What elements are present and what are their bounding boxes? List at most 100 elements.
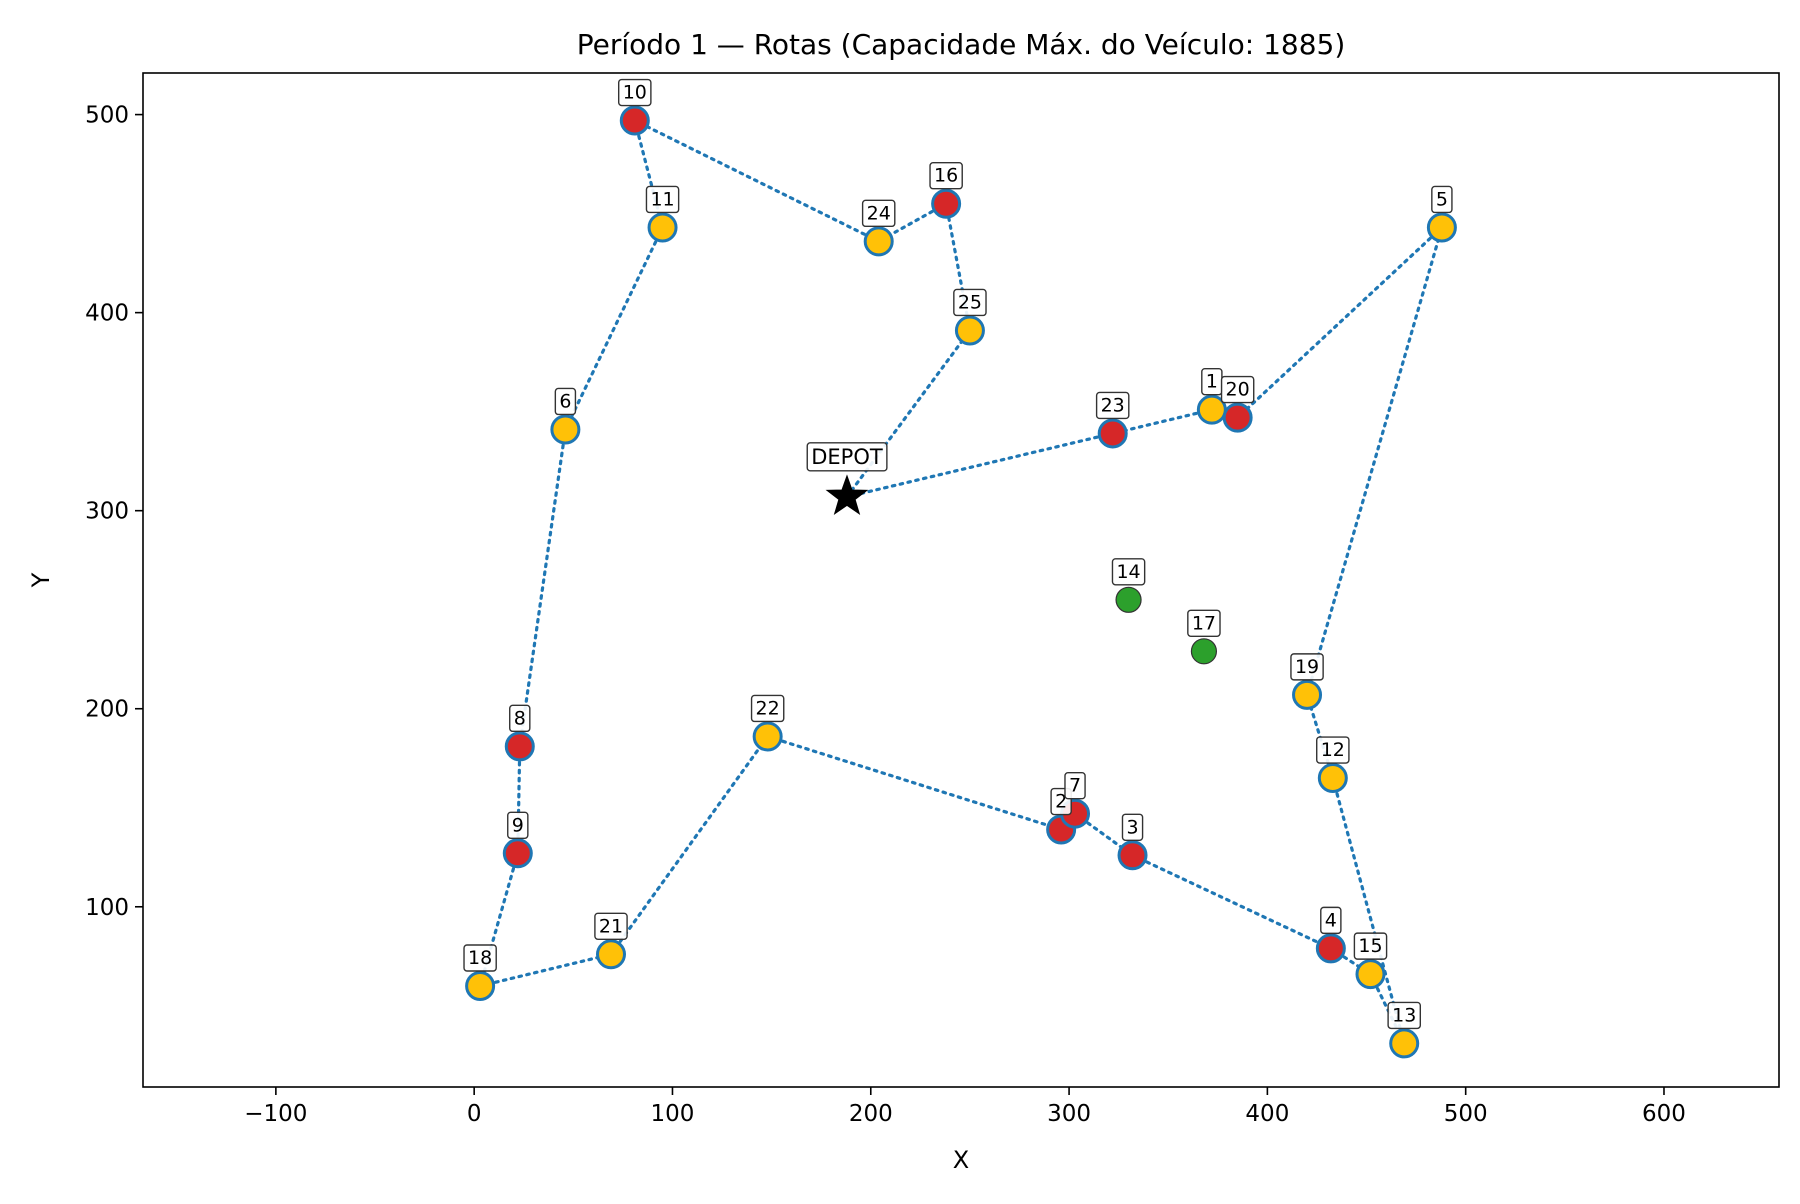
unvisited-customer-point — [1115, 586, 1142, 613]
node-label-text: 15 — [1358, 935, 1382, 957]
plot-frame — [142, 72, 1780, 1088]
node-label: 7 — [1064, 771, 1086, 800]
node-label: 5 — [1431, 185, 1453, 214]
x-tick-label: 500 — [1444, 1101, 1488, 1127]
route-segment — [1130, 853, 1333, 950]
node-label-box — [463, 944, 497, 972]
node-label-box — [750, 694, 785, 723]
node-label-text: 6 — [559, 390, 571, 412]
node-label-text: 3 — [1126, 816, 1138, 838]
node-label-text: 10 — [623, 82, 647, 104]
node-label-box — [929, 162, 963, 190]
node-label-box — [1095, 391, 1130, 420]
node-label-text: 22 — [756, 697, 780, 719]
y-tick-label: 500 — [85, 103, 129, 129]
customer-point — [1355, 959, 1386, 990]
depot-label: DEPOT — [806, 442, 888, 472]
customer-point — [931, 188, 962, 219]
y-axis-label: Y — [27, 572, 55, 588]
node-label-box — [1320, 906, 1342, 935]
node-label-text: 12 — [1321, 739, 1345, 761]
label-layer: 1234567891011121314151617181920212223242… — [463, 78, 1453, 1030]
node-label: 9 — [507, 811, 529, 840]
plot-area — [143, 73, 1779, 1087]
node-label-text: 2 — [1055, 791, 1067, 813]
node-label-box — [554, 387, 577, 416]
route-segment — [478, 952, 613, 988]
x-tick-label: 600 — [1642, 1101, 1686, 1127]
node-label: 15 — [1353, 932, 1388, 960]
customer-point — [647, 212, 678, 243]
route-segment — [766, 734, 1063, 832]
node-label-text: 19 — [1295, 656, 1319, 678]
depot-label-box — [806, 442, 888, 472]
route-segment — [563, 225, 665, 432]
node-label-box — [1316, 736, 1350, 764]
customer-point — [502, 838, 533, 869]
x-axis-label: X — [953, 1146, 969, 1174]
customer-point — [1117, 840, 1148, 871]
route-segment — [944, 202, 972, 333]
x-tick-label: 300 — [1047, 1101, 1091, 1127]
node-label-box — [1387, 1001, 1422, 1030]
customer-point — [1315, 933, 1346, 964]
node-label: 10 — [617, 78, 652, 107]
node-label: 13 — [1387, 1001, 1422, 1030]
node-label-text: 13 — [1392, 1004, 1416, 1026]
node-label-text: 20 — [1226, 379, 1250, 401]
node-label-box — [1431, 185, 1453, 214]
node-label: 8 — [509, 704, 531, 733]
route-segment — [518, 427, 567, 748]
route-segment — [1305, 225, 1444, 697]
x-tick-label: −100 — [244, 1101, 307, 1127]
node-label-text: 14 — [1116, 561, 1140, 583]
node-label-box — [617, 78, 652, 107]
customer-point — [752, 721, 783, 752]
node-label: 24 — [861, 199, 896, 228]
chart-title: Período 1 — Rotas (Capacidade Máx. do Ve… — [577, 28, 1346, 61]
route-segment — [1236, 225, 1444, 420]
node-label-text: 25 — [958, 291, 982, 313]
customer-point — [1389, 1028, 1420, 1059]
node-label-text: 18 — [468, 947, 492, 969]
route-segment — [1111, 408, 1214, 436]
node-label: 3 — [1121, 813, 1144, 841]
y-tick-label: 300 — [85, 499, 129, 525]
route-segment — [1331, 776, 1406, 1046]
y-tick-label: 200 — [85, 697, 129, 723]
customer-point — [863, 226, 894, 257]
customer-point — [1426, 212, 1457, 243]
unvisited-customer-point — [1190, 638, 1218, 665]
customer-point — [465, 970, 496, 1001]
node-label-box — [1187, 609, 1221, 637]
customer-point — [1292, 679, 1323, 710]
node-label: 6 — [554, 387, 577, 416]
route-segment — [845, 431, 1115, 499]
node-label-box — [953, 288, 987, 317]
node-label: 25 — [953, 288, 987, 317]
customer-point — [595, 939, 626, 970]
node-label: 23 — [1095, 391, 1130, 420]
customer-point — [504, 731, 535, 762]
x-tick-label: 100 — [651, 1101, 695, 1127]
route-segment — [633, 118, 881, 243]
node-label-box — [1111, 558, 1146, 586]
node-label-box — [509, 704, 531, 733]
node-label-box — [594, 912, 628, 941]
node-label-text: 23 — [1101, 394, 1125, 416]
node-label: 20 — [1220, 375, 1255, 404]
depot-label-text: DEPOT — [811, 445, 883, 469]
x-axis-ticks: −100 0 100 200 300 400 500 600 — [244, 1087, 1686, 1127]
customer-point — [550, 414, 581, 445]
y-axis-ticks: 100 200 300 400 500 — [85, 103, 143, 921]
x-tick-label: 0 — [467, 1101, 482, 1127]
node-label-text: 24 — [867, 202, 891, 224]
y-tick-label: 100 — [85, 895, 129, 921]
node-label-box — [507, 811, 529, 840]
node-label: 21 — [594, 912, 628, 941]
node-label: 22 — [750, 694, 785, 723]
node-label-text: 4 — [1325, 909, 1337, 931]
node-label: 1 — [1201, 367, 1223, 396]
node-label-text: 21 — [599, 915, 623, 937]
